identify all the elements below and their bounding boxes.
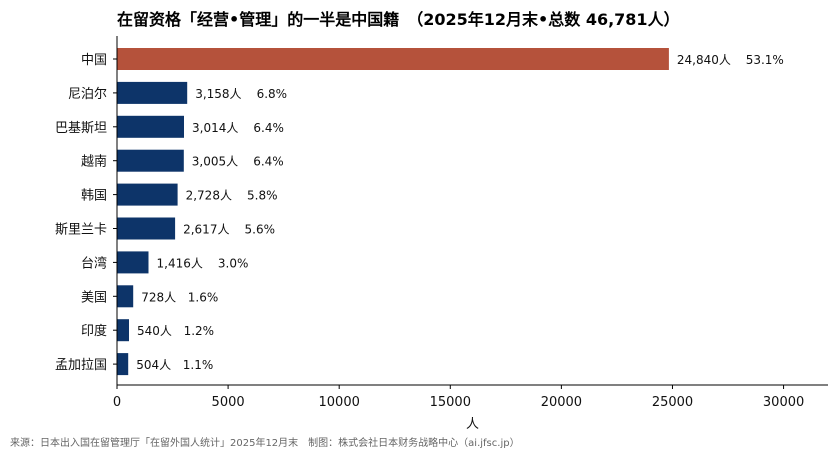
value-label-5: 2,617人 [183, 223, 229, 237]
value-label-7: 728人 [141, 290, 176, 304]
category-label-7: 美国 [81, 290, 107, 305]
x-tick-label-3: 15000 [430, 395, 471, 410]
percent-label-3: 6.4% [253, 155, 284, 169]
bar-6 [117, 251, 149, 274]
percent-label-8: 1.2% [184, 324, 215, 338]
value-label-6: 1,416人 [157, 256, 203, 270]
category-label-4: 韩国 [81, 189, 107, 204]
value-label-0: 24,840人 [677, 53, 731, 67]
value-label-8: 540人 [137, 324, 172, 338]
category-label-8: 印度 [81, 323, 107, 339]
value-label-4: 2,728人 [186, 189, 232, 203]
percent-label-0: 53.1% [746, 53, 784, 67]
bar-5 [117, 217, 176, 240]
x-tick-label-1: 5000 [212, 395, 245, 410]
percent-label-9: 1.1% [183, 358, 214, 372]
chart-title: 在留资格「经营•管理」的一半是中国籍 （2025年12月末•总数 46,781人… [117, 10, 680, 29]
bar-3 [117, 149, 184, 172]
category-label-1: 尼泊尔 [68, 87, 107, 102]
x-tick-label-2: 10000 [319, 395, 360, 410]
category-label-5: 斯里兰卡 [55, 223, 107, 238]
source-note: 来源：日本出入国在留管理厅「在留外国人统计」2025年12月末 制图：株式会社日… [10, 438, 520, 449]
x-tick-label-5: 25000 [652, 395, 693, 410]
value-label-9: 504人 [136, 358, 171, 372]
bar-1 [117, 81, 188, 104]
x-tick-label-6: 30000 [763, 395, 804, 410]
bar-9 [117, 353, 129, 376]
x-tick-label-4: 20000 [541, 395, 582, 410]
bar-8 [117, 319, 129, 342]
percent-label-5: 5.6% [245, 223, 276, 237]
x-tick-label-0: 0 [113, 395, 121, 410]
percent-label-2: 6.4% [253, 121, 284, 135]
percent-label-4: 5.8% [247, 189, 278, 203]
value-label-2: 3,014人 [192, 121, 238, 135]
percent-label-1: 6.8% [257, 87, 288, 101]
bar-0 [117, 48, 669, 70]
category-label-0: 中国 [81, 53, 107, 68]
category-label-9: 孟加拉国 [55, 358, 107, 373]
percent-label-7: 1.6% [188, 290, 219, 304]
bar-2 [117, 115, 184, 138]
category-label-2: 巴基斯坦 [55, 121, 107, 136]
value-label-1: 3,158人 [195, 87, 241, 101]
percent-label-6: 3.0% [218, 256, 249, 270]
bar-4 [117, 183, 178, 206]
value-label-3: 3,005人 [192, 155, 238, 169]
category-label-6: 台湾 [81, 255, 107, 271]
category-label-3: 越南 [81, 154, 107, 170]
bar-7 [117, 285, 134, 308]
x-axis-title: 人 [466, 417, 479, 432]
